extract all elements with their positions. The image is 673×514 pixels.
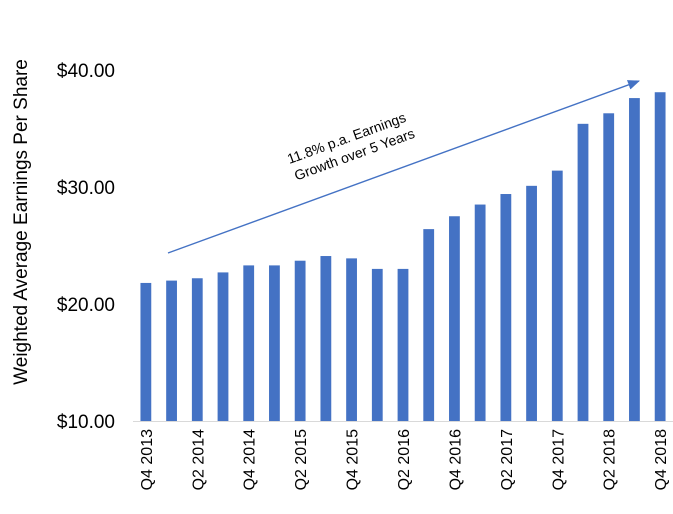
- x-tick-label: Q4 2018: [653, 429, 670, 490]
- bar: [577, 123, 589, 421]
- x-tick-label: Q4 2015: [345, 429, 362, 490]
- x-tick-label: Q2 2016: [396, 429, 413, 490]
- bar: [346, 258, 357, 421]
- x-tick-label: Q2 2018: [602, 429, 619, 490]
- x-tick-label: Q2 2017: [499, 429, 516, 490]
- annotation-text: 11.8% p.a. Earnings Growth over 5 Years: [285, 108, 418, 184]
- bar: [474, 204, 486, 421]
- bar: [526, 185, 537, 421]
- bar: [217, 272, 229, 421]
- x-tick-label: Q2 2015: [293, 429, 310, 490]
- bar: [629, 98, 640, 421]
- x-tick-label: Q2 2014: [190, 429, 207, 490]
- bars: [140, 92, 666, 421]
- trend-arrow: [167, 80, 640, 254]
- x-tick-label: Q4 2017: [550, 429, 567, 490]
- y-tick-label: $10.00: [57, 412, 115, 433]
- bar: [294, 260, 306, 421]
- bar: [449, 216, 460, 421]
- y-tick-label: $20.00: [57, 295, 115, 316]
- bar: [269, 265, 280, 421]
- growth-annotation: 11.8% p.a. Earnings Growth over 5 Years: [167, 80, 640, 254]
- bar: [166, 280, 177, 421]
- y-tick-label: $40.00: [57, 61, 115, 82]
- x-tick-label: Q4 2016: [447, 429, 464, 490]
- bar: [371, 268, 383, 421]
- x-tick-label: Q4 2014: [242, 429, 259, 490]
- x-axis-labels: Q4 2013 Q2 2014 Q4 2014 Q2 2015 Q4 2015 Q2 20…: [139, 429, 670, 490]
- bar: [191, 278, 203, 421]
- y-axis-ticks: $10.00 $20.00 $30.00 $40.00: [57, 61, 115, 433]
- bar: [397, 268, 409, 421]
- bar: [423, 229, 435, 421]
- bar: [140, 282, 152, 421]
- x-tick-label: Q4 2013: [139, 429, 156, 490]
- bar: [500, 194, 512, 421]
- bar: [654, 92, 666, 421]
- y-tick-label: $30.00: [57, 178, 115, 199]
- bar: [551, 170, 563, 421]
- bar: [603, 113, 615, 421]
- bar: [320, 256, 332, 421]
- y-axis-title: Weighted Average Earnings Per Share: [11, 59, 32, 385]
- bar: [243, 265, 255, 421]
